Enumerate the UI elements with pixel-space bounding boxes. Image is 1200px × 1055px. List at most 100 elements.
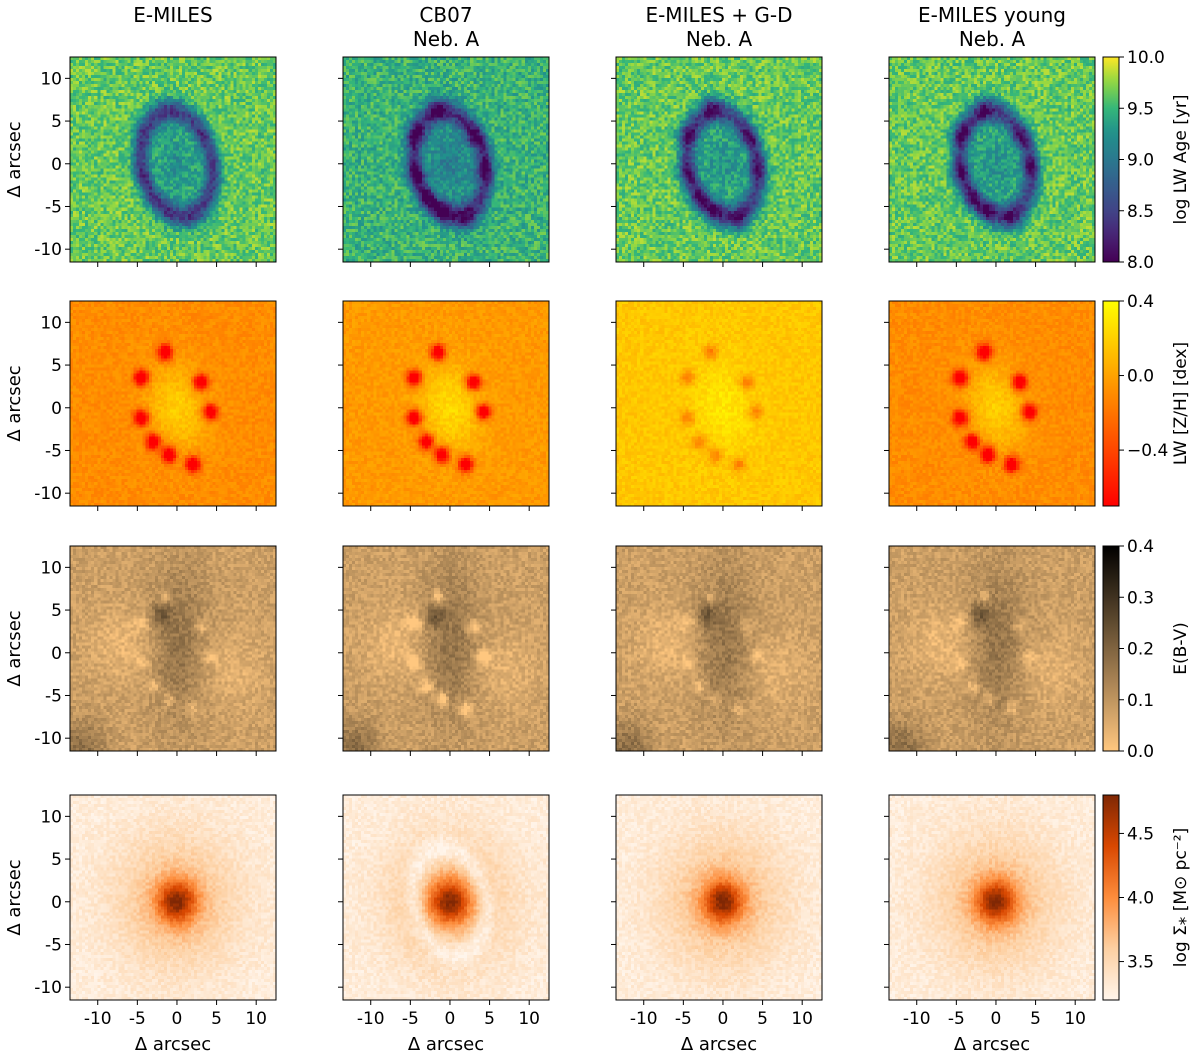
panel-age-1: 10 5 0 -5 -10 Δ arcsec bbox=[4, 56, 277, 267]
column-title-4-line-2: Neb. A bbox=[959, 27, 1026, 51]
y-tick-label: -5 bbox=[45, 441, 62, 461]
panel-frame bbox=[69, 794, 277, 1001]
panel-frame bbox=[615, 300, 823, 507]
panel-extinction-3 bbox=[611, 545, 823, 756]
panel-frame bbox=[342, 56, 550, 263]
heatmap-image-metallicity-2 bbox=[343, 301, 549, 506]
x-tick-label: -10 bbox=[84, 1009, 112, 1029]
panel-mass_density-2: -10 -5 0 5 10 Δ arcsec bbox=[338, 794, 550, 1055]
x-tick-label: 5 bbox=[1030, 1009, 1041, 1029]
x-tick-label: -10 bbox=[630, 1009, 658, 1029]
heatmap-image-metallicity-1 bbox=[70, 301, 276, 506]
y-tick-label: 0 bbox=[51, 399, 62, 419]
colorbar-tick-label: 0.0 bbox=[1127, 742, 1154, 762]
heatmap-image-extinction-3 bbox=[616, 546, 822, 751]
panel-metallicity-3 bbox=[611, 300, 823, 511]
y-axis-label: Δ arcsec bbox=[4, 365, 25, 441]
x-tick-label: 0 bbox=[991, 1009, 1002, 1029]
x-tick-label: 10 bbox=[518, 1009, 540, 1029]
y-tick-label: 0 bbox=[51, 644, 62, 664]
heatmap-image-mass_density-3 bbox=[616, 795, 822, 1000]
colorbar-extinction: 0.4 0.3 0.2 0.1 0.0 E(B-V) bbox=[1102, 537, 1191, 762]
y-tick-label: -5 bbox=[45, 686, 62, 706]
x-axis-label: Δ arcsec bbox=[681, 1034, 757, 1055]
heatmap-image-mass_density-2 bbox=[343, 795, 549, 1000]
x-tick-label: -10 bbox=[357, 1009, 385, 1029]
colorbar-tick-label: 9.0 bbox=[1127, 151, 1154, 171]
x-tick-label: 10 bbox=[1064, 1009, 1086, 1029]
y-tick-label: 10 bbox=[40, 69, 62, 89]
colorbar-tick-label: 10.0 bbox=[1127, 48, 1165, 68]
x-tick-label: 10 bbox=[245, 1009, 267, 1029]
heatmap-image-age-3 bbox=[616, 57, 822, 262]
x-tick-label: -5 bbox=[129, 1009, 146, 1029]
column-title-4-line-1: E-MILES young bbox=[918, 3, 1066, 27]
heatmap-image-age-4 bbox=[889, 57, 1095, 262]
colorbar-tick-label: 0.4 bbox=[1127, 292, 1154, 312]
colorbar-tick-label: 0.1 bbox=[1127, 691, 1154, 711]
heatmap-image-extinction-2 bbox=[343, 546, 549, 751]
y-axis-label: Δ arcsec bbox=[4, 121, 25, 197]
panel-metallicity-4 bbox=[884, 300, 1096, 511]
panel-frame bbox=[888, 545, 1096, 752]
x-tick-label: 5 bbox=[484, 1009, 495, 1029]
panel-extinction-4 bbox=[884, 545, 1096, 756]
panel-extinction-1: 10 5 0 -5 -10 Δ arcsec bbox=[4, 545, 277, 756]
y-tick-label: 5 bbox=[51, 601, 62, 621]
y-tick-label: 10 bbox=[40, 807, 62, 827]
colorbar-tick-label: 3.5 bbox=[1127, 953, 1154, 973]
colorbar-label: log LW Age [yr] bbox=[1171, 94, 1191, 224]
x-tick-label: 10 bbox=[791, 1009, 813, 1029]
column-title-2-line-2: Neb. A bbox=[413, 27, 480, 51]
x-axis-label: Δ arcsec bbox=[135, 1034, 211, 1055]
x-tick-label: -10 bbox=[903, 1009, 931, 1029]
panel-frame bbox=[342, 300, 550, 507]
colorbar-mass_density: 4.5 4.0 3.5 log Σ⁎ [M⊙ pc⁻²] bbox=[1102, 794, 1191, 1001]
y-axis-label: Δ arcsec bbox=[4, 610, 25, 686]
x-tick-label: -5 bbox=[402, 1009, 419, 1029]
column-title-2-line-1: CB07 bbox=[419, 3, 472, 27]
colorbar-tick-label: 4.5 bbox=[1127, 824, 1154, 844]
y-tick-label: -10 bbox=[34, 978, 62, 998]
panel-metallicity-1: 10 5 0 -5 -10 Δ arcsec bbox=[4, 300, 277, 511]
x-tick-label: 0 bbox=[718, 1009, 729, 1029]
heatmap-image-extinction-1 bbox=[70, 546, 276, 751]
panel-frame bbox=[615, 56, 823, 263]
y-tick-label: 5 bbox=[51, 356, 62, 376]
y-tick-label: 10 bbox=[40, 313, 62, 333]
panel-age-4 bbox=[884, 56, 1096, 267]
heatmap-image-extinction-4 bbox=[889, 546, 1095, 751]
colorbar-tick-label: 8.5 bbox=[1127, 202, 1154, 222]
panel-extinction-2 bbox=[338, 545, 550, 756]
panel-frame bbox=[615, 794, 823, 1001]
panel-frame bbox=[615, 545, 823, 752]
colorbar-tick-label: 0.0 bbox=[1127, 367, 1154, 387]
column-title-3-line-1: E-MILES + G-D bbox=[645, 3, 792, 27]
y-tick-label: 5 bbox=[51, 112, 62, 132]
panel-frame bbox=[888, 794, 1096, 1001]
heatmap-image-metallicity-4 bbox=[889, 301, 1095, 506]
column-title-3-line-2: Neb. A bbox=[686, 27, 753, 51]
panel-mass_density-1: 10 5 0 -5 -10 -10 -5 0 5 10 Δ arcsec Δ arcsec bbox=[4, 794, 277, 1055]
panel-age-2 bbox=[338, 56, 550, 267]
colorbar-gradient bbox=[1102, 545, 1120, 752]
heatmap-image-mass_density-1 bbox=[70, 795, 276, 1000]
heatmap-image-age-1 bbox=[70, 57, 276, 262]
x-tick-label: 5 bbox=[757, 1009, 768, 1029]
colorbar-tick-label: 4.0 bbox=[1127, 889, 1154, 909]
colorbar-label: log Σ⁎ [M⊙ pc⁻²] bbox=[1171, 828, 1191, 967]
y-tick-label: -10 bbox=[34, 484, 62, 504]
x-tick-label: 0 bbox=[445, 1009, 456, 1029]
x-tick-label: -5 bbox=[675, 1009, 692, 1029]
panel-mass_density-4: -10 -5 0 5 10 Δ arcsec bbox=[884, 794, 1096, 1055]
x-axis-label: Δ arcsec bbox=[954, 1034, 1030, 1055]
x-tick-label: -5 bbox=[948, 1009, 965, 1029]
panel-frame bbox=[69, 545, 277, 752]
colorbar-tick-label: 9.5 bbox=[1127, 99, 1154, 119]
heatmap-image-metallicity-3 bbox=[616, 301, 822, 506]
panel-frame bbox=[69, 56, 277, 263]
y-tick-label: -5 bbox=[45, 197, 62, 217]
x-tick-label: 0 bbox=[172, 1009, 183, 1029]
y-tick-label: 0 bbox=[51, 155, 62, 175]
